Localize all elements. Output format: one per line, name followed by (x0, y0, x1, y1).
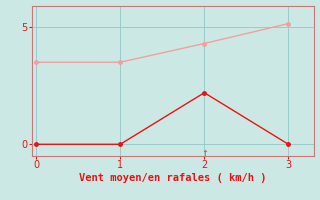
Text: ↑: ↑ (201, 149, 208, 158)
X-axis label: Vent moyen/en rafales ( km/h ): Vent moyen/en rafales ( km/h ) (79, 173, 267, 183)
